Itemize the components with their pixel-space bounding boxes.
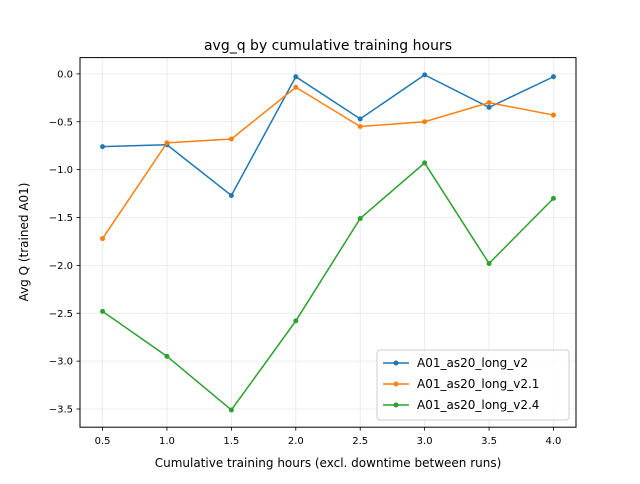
legend-marker — [393, 402, 399, 408]
data-point — [100, 308, 106, 314]
series-line-1 — [102, 73, 554, 197]
data-point — [422, 119, 428, 125]
legend: A01_as20_long_v2 A01_as20_long_v2.1 A01_as… — [376, 349, 570, 421]
data-point — [550, 74, 556, 80]
series-line-2 — [101, 86, 554, 239]
data-point — [100, 236, 106, 242]
legend-marker — [393, 360, 399, 366]
y-tick-label: −2.5 — [49, 309, 73, 320]
legend-box — [376, 349, 570, 421]
data-point — [293, 318, 299, 324]
y-tick-label: 0.0 — [57, 69, 73, 80]
data-point — [228, 136, 234, 142]
data-point — [100, 144, 106, 150]
series-group — [100, 72, 556, 413]
data-point — [164, 140, 170, 146]
x-axis-label: Cumulative training hours (excl. downtim… — [155, 456, 502, 470]
legend-label: A01_as20_long_v2.4 — [417, 398, 539, 412]
chart-title: avg_q by cumulative training hours — [204, 38, 452, 54]
x-tick-label: 1.5 — [223, 436, 239, 447]
y-tick-label: −3.5 — [49, 405, 73, 416]
x-tick-label: 1.0 — [159, 436, 175, 447]
data-point — [228, 407, 234, 413]
legend-label: A01_as20_long_v2 — [417, 356, 528, 370]
data-point — [357, 116, 363, 122]
data-point — [486, 104, 492, 110]
plot-frame — [79, 57, 577, 428]
y-tick-label: −3.0 — [49, 357, 73, 368]
data-point — [293, 74, 299, 80]
data-point — [357, 215, 363, 221]
ticks: 0.5 1.0 1.5 2.0 2.5 3.0 3.5 4.0 0.0 −0.5 −1.0 −1.5 −… — [49, 69, 562, 447]
legend-marker — [393, 381, 399, 387]
x-tick-label: 2.0 — [288, 436, 304, 447]
grid — [80, 57, 576, 428]
data-point — [422, 72, 428, 78]
x-tick-label: 0.5 — [95, 436, 111, 447]
x-tick-label: 4.0 — [546, 436, 562, 447]
data-point — [293, 84, 299, 90]
x-tick-label: 3.0 — [417, 436, 433, 447]
data-point — [422, 160, 428, 166]
legend-label: A01_as20_long_v2.1 — [417, 377, 539, 391]
data-point — [486, 100, 492, 106]
x-tick-label: 2.5 — [352, 436, 368, 447]
y-axis-label: Avg Q (trained A01) — [17, 183, 31, 302]
x-tick-label: 3.5 — [481, 436, 497, 447]
data-point — [228, 192, 234, 198]
data-point — [486, 260, 492, 266]
data-point — [550, 112, 556, 118]
data-point — [164, 353, 170, 359]
y-tick-label: −1.5 — [49, 213, 73, 224]
y-tick-label: −2.0 — [49, 261, 73, 272]
data-point — [550, 195, 556, 201]
y-tick-label: −1.0 — [49, 165, 73, 176]
y-tick-label: −0.5 — [49, 117, 73, 128]
series-line-3 — [102, 161, 554, 412]
data-point — [357, 124, 363, 130]
